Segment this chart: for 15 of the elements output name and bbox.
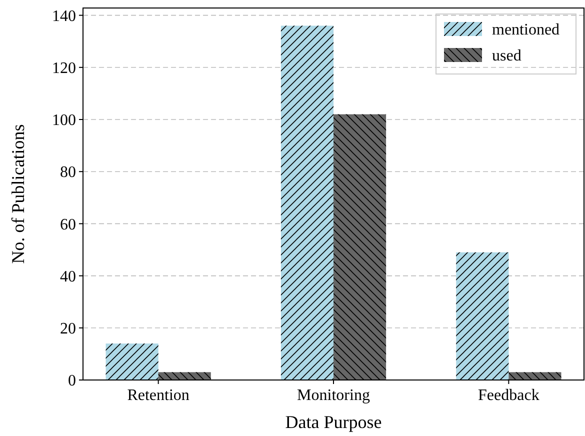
- y-tick-label: 20: [60, 320, 76, 338]
- y-axis-title: No. of Publications: [8, 124, 28, 264]
- y-tick-label: 100: [52, 112, 76, 130]
- y-tick-label: 40: [60, 268, 76, 286]
- legend-label: mentioned: [492, 22, 560, 39]
- legend-label: used: [492, 48, 522, 65]
- y-tick-label: 120: [52, 60, 76, 77]
- x-axis-title: Data Purpose: [285, 412, 382, 432]
- y-tick-label: 80: [60, 164, 76, 182]
- y-tick-label: 0: [68, 372, 76, 390]
- y-tick-label: 60: [60, 216, 76, 234]
- y-tick-label: 140: [52, 8, 76, 25]
- x-tick-label: Retention: [127, 387, 190, 404]
- x-tick-label: Feedback: [478, 387, 540, 404]
- x-tick-label: Monitoring: [297, 387, 370, 404]
